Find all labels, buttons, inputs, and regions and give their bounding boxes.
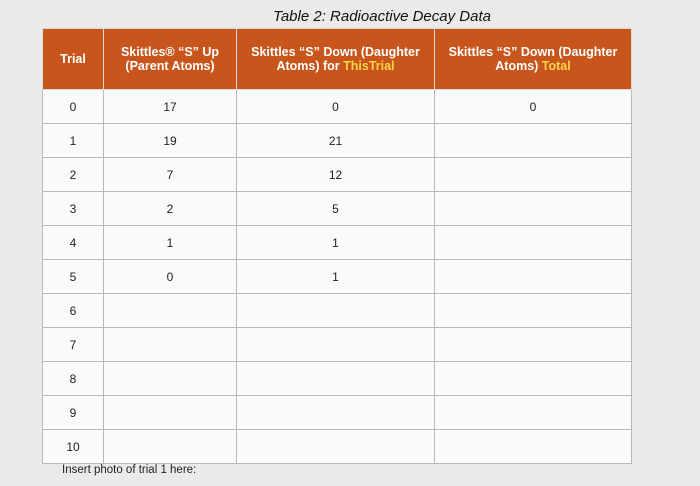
table-cell: 12 bbox=[236, 157, 435, 192]
empty-cell bbox=[434, 395, 632, 430]
table-cell: 2 bbox=[103, 191, 237, 226]
empty-cell bbox=[103, 327, 237, 362]
empty-cell bbox=[103, 429, 237, 464]
empty-cell bbox=[103, 395, 237, 430]
table-cell: 0 bbox=[236, 89, 435, 124]
table-cell: 2 bbox=[42, 157, 104, 192]
header-text: Skittles “S” Down (Daughter Atoms) bbox=[448, 45, 618, 73]
table-cell: 10 bbox=[42, 429, 104, 464]
table-cell: 6 bbox=[42, 293, 104, 328]
empty-cell bbox=[236, 395, 435, 430]
empty-cell bbox=[434, 429, 632, 464]
table-cell: 1 bbox=[236, 259, 435, 294]
empty-cell bbox=[236, 361, 435, 396]
footer-text: Insert photo of trial 1 here: bbox=[62, 464, 197, 476]
table-row: 6 bbox=[42, 293, 632, 328]
empty-cell bbox=[236, 429, 435, 464]
table-cell: 3 bbox=[42, 191, 104, 226]
header-row: Trial Skittles® “S” Up (Parent Atoms) Skit… bbox=[42, 28, 632, 90]
empty-cell bbox=[434, 157, 632, 192]
table-row: 10 bbox=[42, 429, 632, 464]
table-row: 9 bbox=[42, 395, 632, 430]
table-cell: 5 bbox=[236, 191, 435, 226]
header-text: Trial bbox=[60, 52, 86, 66]
table-cell: 0 bbox=[42, 89, 104, 124]
empty-cell bbox=[236, 327, 435, 362]
table-cell: 9 bbox=[42, 395, 104, 430]
empty-cell bbox=[434, 293, 632, 328]
table-cell: 19 bbox=[103, 123, 237, 158]
header-text: Skittles® “S” Up (Parent Atoms) bbox=[120, 45, 220, 73]
table-cell: 1 bbox=[42, 123, 104, 158]
header-highlight: ThisTrial bbox=[343, 59, 395, 73]
empty-cell bbox=[434, 225, 632, 260]
table-cell: 0 bbox=[434, 89, 632, 124]
table-cell: 1 bbox=[103, 225, 237, 260]
empty-cell bbox=[434, 259, 632, 294]
table-title: Table 2: Radioactive Decay Data bbox=[273, 8, 491, 25]
column-header: Trial bbox=[42, 28, 104, 90]
table-cell: 17 bbox=[103, 89, 237, 124]
table-cell: 7 bbox=[103, 157, 237, 192]
column-header: Skittles® “S” Up (Parent Atoms) bbox=[103, 28, 237, 90]
empty-cell bbox=[236, 293, 435, 328]
table-cell: 5 bbox=[42, 259, 104, 294]
table-cell: 4 bbox=[42, 225, 104, 260]
empty-cell bbox=[103, 293, 237, 328]
empty-cell bbox=[103, 361, 237, 396]
header-text: Skittles “S” Down (Daughter Atoms) for bbox=[251, 45, 420, 73]
empty-cell bbox=[434, 327, 632, 362]
table-row: 8 bbox=[42, 361, 632, 396]
table-cell: 7 bbox=[42, 327, 104, 362]
table-row: 0 17 0 0 bbox=[42, 89, 632, 124]
header-highlight: Total bbox=[541, 59, 571, 73]
table-row: 7 bbox=[42, 327, 632, 362]
empty-cell bbox=[434, 123, 632, 158]
table-cell: 0 bbox=[103, 259, 237, 294]
table-cell: 8 bbox=[42, 361, 104, 396]
empty-cell bbox=[434, 361, 632, 396]
empty-cell bbox=[434, 191, 632, 226]
column-header: Skittles “S” Down (Daughter Atoms) for T… bbox=[236, 28, 435, 90]
table-row: 2 7 12 bbox=[42, 157, 632, 192]
table-cell: 1 bbox=[236, 225, 435, 260]
column-header: Skittles “S” Down (Daughter Atoms) Total bbox=[434, 28, 632, 90]
data-table: Trial Skittles® “S” Up (Parent Atoms) Skit… bbox=[42, 28, 632, 464]
table-cell: 21 bbox=[236, 123, 435, 158]
table-row: 1 19 21 bbox=[42, 123, 632, 158]
